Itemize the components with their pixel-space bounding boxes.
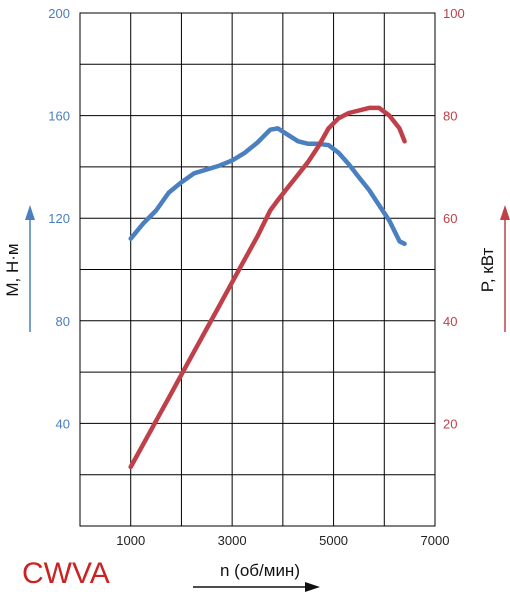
left-axis-label-group: M, Н·м (3, 205, 35, 332)
left-tick-label: 200 (48, 6, 70, 21)
x-tick-label: 7000 (421, 533, 450, 548)
x-tick-label: 3000 (218, 533, 247, 548)
x-axis-arrowhead (305, 582, 320, 592)
x-axis-ticks: 1000 3000 5000 7000 (116, 533, 449, 548)
right-axis-label-group: P, кВт (478, 205, 510, 332)
x-tick-label: 5000 (319, 533, 348, 548)
right-tick-label: 20 (443, 416, 457, 431)
left-axis-arrowhead (25, 205, 35, 220)
left-axis-ticks: 40 80 120 160 200 (48, 6, 70, 431)
grid (80, 13, 435, 526)
left-tick-label: 160 (48, 109, 70, 124)
x-axis-label: n (об/мин) (220, 561, 300, 580)
right-tick-label: 100 (443, 6, 465, 21)
right-tick-label: 80 (443, 109, 457, 124)
left-tick-label: 80 (56, 314, 70, 329)
right-tick-label: 60 (443, 211, 457, 226)
left-tick-label: 40 (56, 416, 70, 431)
left-tick-label: 120 (48, 211, 70, 226)
x-tick-label: 1000 (116, 533, 145, 548)
brand-label: CWVA (22, 557, 110, 590)
right-axis-arrowhead (500, 205, 510, 220)
right-axis-label: P, кВт (478, 247, 497, 292)
plot-frame (79, 12, 436, 527)
power-curve (128, 105, 407, 470)
left-axis-label: M, Н·м (3, 243, 22, 296)
right-axis-ticks: 20 40 60 80 100 (443, 6, 465, 431)
right-tick-label: 40 (443, 314, 457, 329)
torque-curve (128, 126, 407, 247)
x-axis-label-group: n (об/мин) (193, 561, 320, 592)
series-lines (128, 105, 407, 470)
